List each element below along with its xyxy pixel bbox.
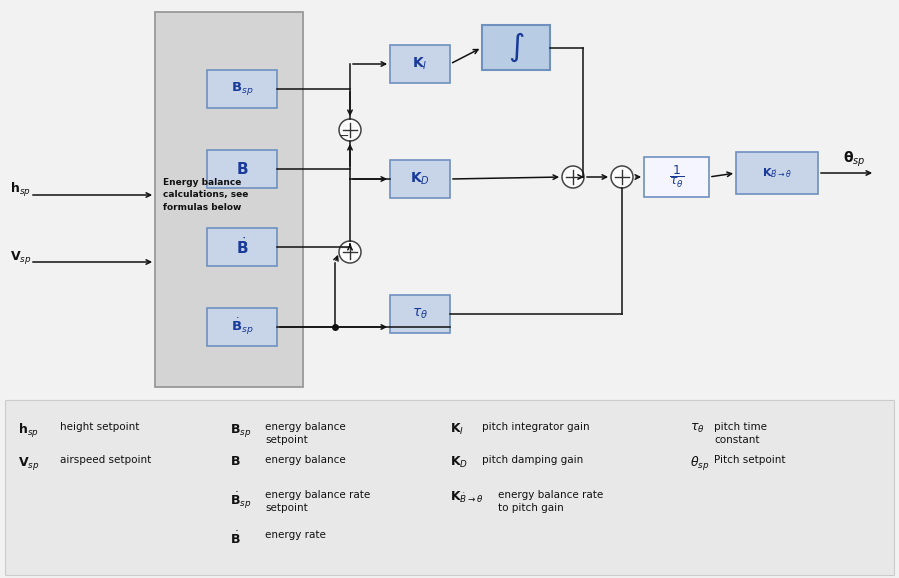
Text: $\mathbf{K}_{\dot{B}\rightarrow\theta}$: $\mathbf{K}_{\dot{B}\rightarrow\theta}$ — [761, 166, 792, 180]
Text: $\mathbf{B}$: $\mathbf{B}$ — [236, 161, 248, 177]
Bar — [207, 70, 277, 108]
Text: $\theta_{sp}$: $\theta_{sp}$ — [690, 455, 709, 473]
Bar — [482, 25, 550, 70]
Text: $\dot{\mathbf{B}}$: $\dot{\mathbf{B}}$ — [236, 236, 248, 257]
Text: $\mathbf{K}_D$: $\mathbf{K}_D$ — [410, 171, 430, 187]
Text: energy balance rate
to pitch gain: energy balance rate to pitch gain — [498, 490, 603, 513]
Text: energy balance
setpoint: energy balance setpoint — [265, 422, 346, 445]
Text: $\mathbf{V}_{sp}$: $\mathbf{V}_{sp}$ — [10, 249, 31, 265]
Text: $\mathbf{K}_{\dot{B}\rightarrow\theta}$: $\mathbf{K}_{\dot{B}\rightarrow\theta}$ — [450, 490, 484, 505]
Text: $\mathbf{B}_{sp}$: $\mathbf{B}_{sp}$ — [230, 422, 252, 439]
Text: $\dot{\mathbf{B}}$: $\dot{\mathbf{B}}$ — [230, 530, 241, 547]
Circle shape — [611, 166, 633, 188]
Text: $\dfrac{1}{\tau_{\theta}}$: $\dfrac{1}{\tau_{\theta}}$ — [669, 164, 684, 190]
Bar — [155, 12, 303, 387]
Text: Pitch setpoint: Pitch setpoint — [714, 455, 786, 465]
Text: $\mathbf{K}_D$: $\mathbf{K}_D$ — [450, 455, 468, 470]
Text: $\tau_{\theta}$: $\tau_{\theta}$ — [412, 307, 428, 321]
Bar — [5, 400, 894, 575]
Circle shape — [339, 119, 361, 141]
Text: $\dot{\mathbf{B}}_{sp}$: $\dot{\mathbf{B}}_{sp}$ — [231, 317, 254, 338]
Text: energy balance rate
setpoint: energy balance rate setpoint — [265, 490, 370, 513]
Circle shape — [339, 241, 361, 263]
Text: $\mathbf{K}_I$: $\mathbf{K}_I$ — [413, 56, 428, 72]
Text: energy rate: energy rate — [265, 530, 325, 540]
Text: $\mathbf{\theta}_{sp}$: $\mathbf{\theta}_{sp}$ — [843, 149, 866, 169]
Text: airspeed setpoint: airspeed setpoint — [60, 455, 151, 465]
Text: height setpoint: height setpoint — [60, 422, 139, 432]
Bar — [736, 152, 818, 194]
Text: $\dot{\mathbf{B}}_{sp}$: $\dot{\mathbf{B}}_{sp}$ — [230, 490, 252, 510]
Bar — [644, 157, 709, 197]
Text: $\int$: $\int$ — [508, 31, 524, 64]
Circle shape — [562, 166, 584, 188]
Text: $-$: $-$ — [338, 240, 350, 254]
Text: energy balance: energy balance — [265, 455, 346, 465]
Text: pitch time
constant: pitch time constant — [714, 422, 767, 445]
Bar — [207, 150, 277, 188]
Text: $\mathbf{h}_{sp}$: $\mathbf{h}_{sp}$ — [10, 181, 31, 199]
Text: pitch integrator gain: pitch integrator gain — [482, 422, 590, 432]
Bar — [390, 45, 450, 83]
Text: $\mathbf{h}_{sp}$: $\mathbf{h}_{sp}$ — [18, 422, 39, 440]
Text: $\mathbf{K}_I$: $\mathbf{K}_I$ — [450, 422, 464, 437]
Text: Energy balance
calculations, see
formulas below: Energy balance calculations, see formula… — [163, 178, 248, 212]
Text: $\mathbf{B}$: $\mathbf{B}$ — [230, 455, 241, 468]
Bar — [207, 308, 277, 346]
Text: $\mathbf{V}_{sp}$: $\mathbf{V}_{sp}$ — [18, 455, 40, 472]
Text: $\tau_{\theta}$: $\tau_{\theta}$ — [690, 422, 705, 435]
Bar — [390, 160, 450, 198]
Text: pitch damping gain: pitch damping gain — [482, 455, 583, 465]
Bar — [207, 228, 277, 266]
Text: $-$: $-$ — [338, 128, 350, 142]
Text: $\mathbf{B}_{sp}$: $\mathbf{B}_{sp}$ — [231, 80, 254, 98]
Bar — [390, 295, 450, 333]
